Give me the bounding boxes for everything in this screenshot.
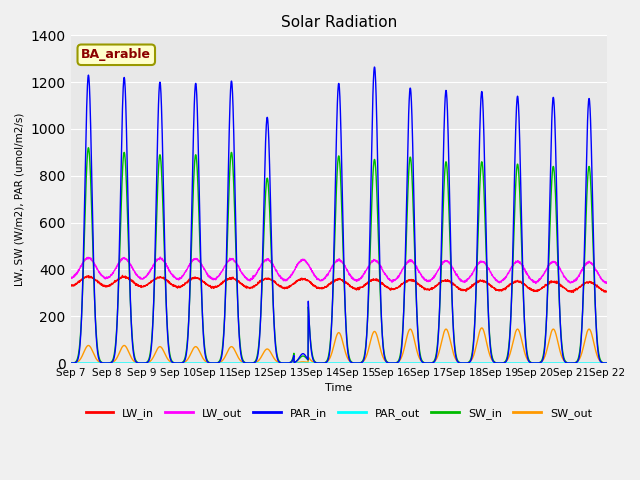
Line: LW_out: LW_out: [70, 257, 607, 283]
PAR_in: [556, 314, 564, 320]
LW_in: [67, 283, 74, 288]
X-axis label: Time: Time: [325, 384, 353, 394]
PAR_out: [67, 360, 74, 366]
Line: SW_out: SW_out: [70, 328, 607, 363]
SW_in: [282, 360, 289, 366]
SW_out: [282, 360, 289, 366]
LW_out: [571, 277, 579, 283]
Line: PAR_in: PAR_in: [70, 67, 607, 363]
SW_out: [495, 360, 502, 366]
LW_in: [216, 281, 224, 287]
SW_in: [603, 360, 611, 366]
LW_out: [556, 266, 564, 272]
LW_in: [603, 288, 611, 294]
PAR_in: [67, 360, 74, 366]
SW_in: [495, 360, 502, 366]
PAR_out: [354, 360, 362, 366]
LW_in: [556, 281, 564, 287]
PAR_in: [371, 64, 378, 70]
LW_out: [603, 280, 611, 286]
Text: BA_arable: BA_arable: [81, 48, 151, 61]
SW_in: [366, 249, 374, 255]
LW_in: [571, 287, 579, 293]
SW_out: [571, 360, 579, 366]
PAR_in: [571, 360, 579, 366]
Line: LW_in: LW_in: [70, 276, 607, 292]
SW_out: [603, 360, 611, 366]
LW_in: [495, 287, 502, 293]
LW_in: [118, 273, 126, 278]
PAR_in: [495, 360, 502, 366]
LW_in: [570, 289, 577, 295]
SW_in: [571, 360, 579, 366]
PAR_in: [366, 230, 374, 236]
PAR_in: [216, 359, 224, 364]
SW_in: [556, 314, 564, 320]
LW_out: [366, 260, 374, 266]
SW_out: [67, 360, 74, 366]
Line: SW_in: SW_in: [70, 148, 607, 363]
PAR_in: [282, 360, 289, 366]
SW_out: [216, 360, 224, 365]
LW_out: [495, 279, 502, 285]
PAR_out: [366, 360, 374, 366]
SW_in: [84, 145, 92, 151]
LW_in: [366, 278, 374, 284]
SW_out: [478, 325, 486, 331]
Title: Solar Radiation: Solar Radiation: [280, 15, 397, 30]
PAR_out: [570, 360, 578, 366]
PAR_out: [216, 360, 224, 366]
LW_out: [216, 271, 224, 277]
LW_in: [355, 286, 362, 291]
SW_out: [355, 360, 362, 366]
PAR_out: [556, 360, 563, 366]
PAR_in: [603, 360, 611, 366]
LW_out: [355, 276, 362, 282]
SW_in: [67, 360, 74, 366]
SW_in: [355, 360, 362, 366]
LW_out: [67, 276, 74, 282]
PAR_out: [495, 360, 502, 366]
LW_out: [532, 280, 540, 286]
SW_out: [556, 348, 564, 354]
SW_in: [216, 356, 224, 362]
PAR_out: [603, 360, 611, 366]
LW_out: [156, 254, 164, 260]
SW_out: [366, 341, 374, 347]
Y-axis label: LW, SW (W/m2), PAR (umol/m2/s): LW, SW (W/m2), PAR (umol/m2/s): [15, 112, 25, 286]
PAR_in: [355, 360, 362, 366]
Legend: LW_in, LW_out, PAR_in, PAR_out, SW_in, SW_out: LW_in, LW_out, PAR_in, PAR_out, SW_in, S…: [81, 403, 596, 423]
